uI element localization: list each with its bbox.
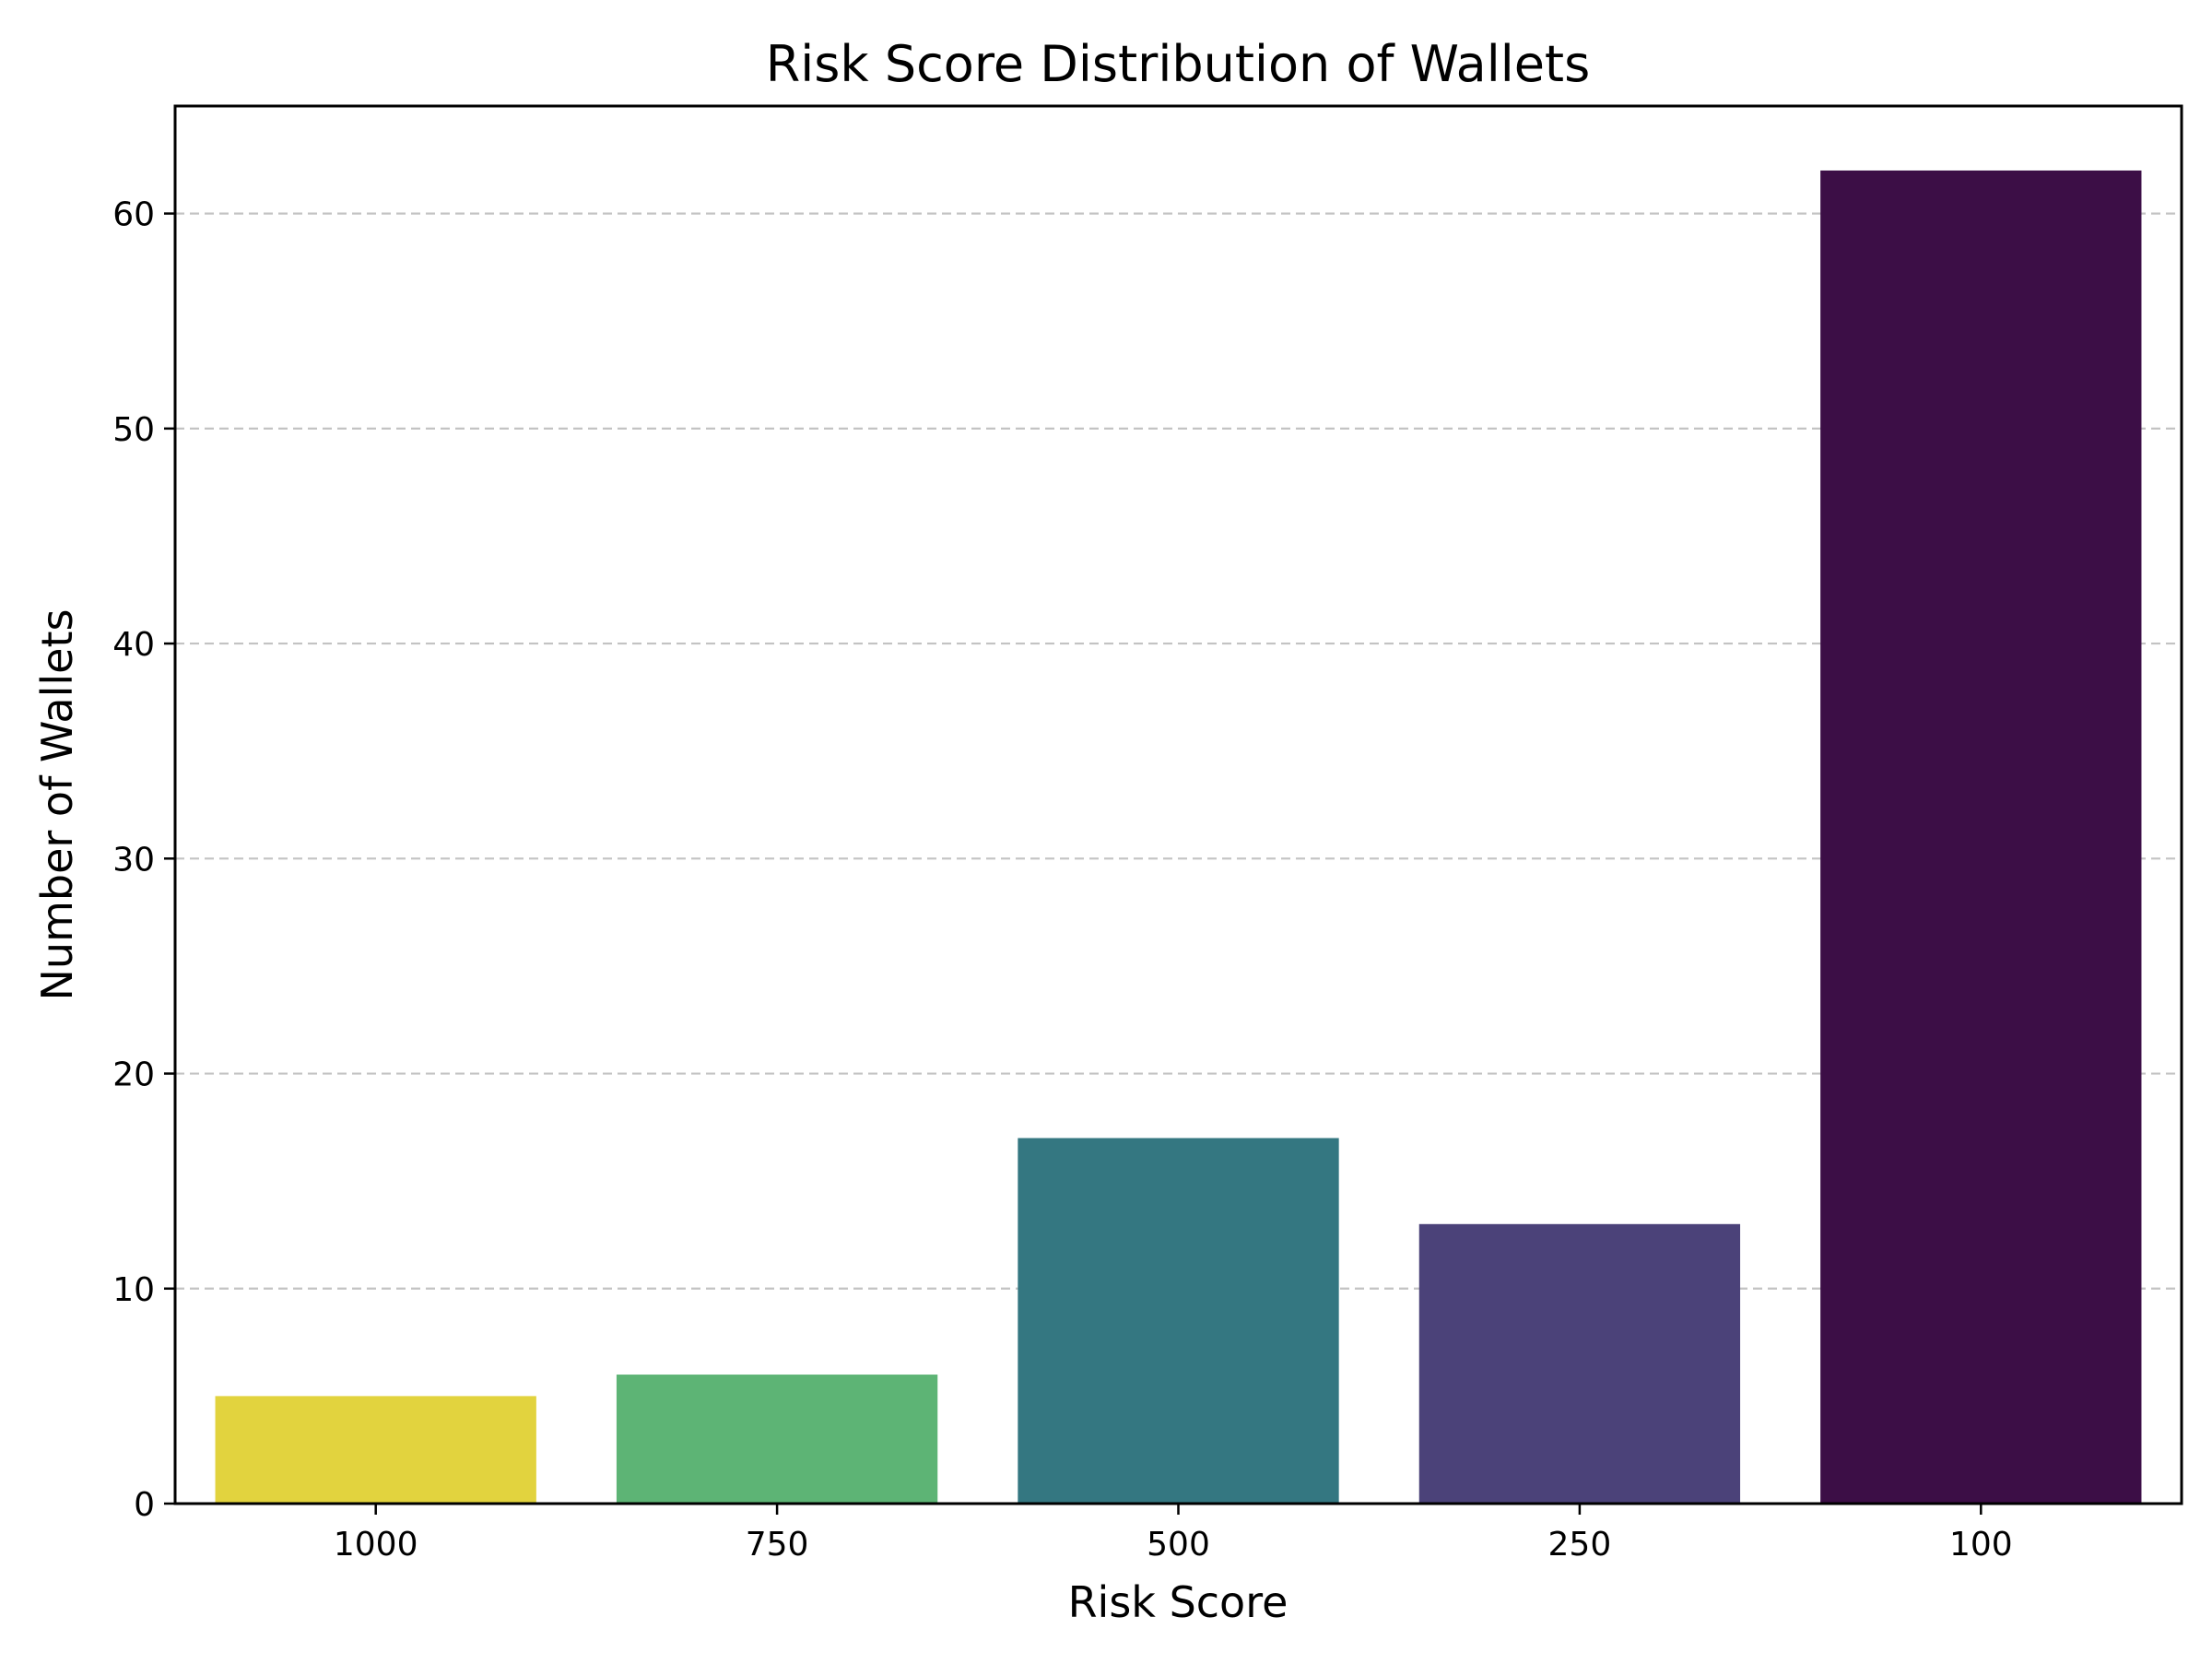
y-tick-label: 50 <box>112 411 155 449</box>
y-tick-label: 0 <box>134 1486 155 1524</box>
bar-100 <box>1820 170 2142 1504</box>
bar-1000 <box>215 1396 536 1504</box>
x-tick-label: 750 <box>746 1526 809 1564</box>
x-tick-label: 1000 <box>334 1526 418 1564</box>
x-tick-label: 250 <box>1548 1526 1612 1564</box>
y-tick-label: 10 <box>112 1271 155 1309</box>
y-tick-label: 40 <box>112 626 155 664</box>
x-axis-label: Risk Score <box>1068 1577 1288 1627</box>
x-tick-label: 100 <box>1949 1526 2013 1564</box>
y-axis-ticks: 0 10 20 30 40 50 60 <box>112 196 175 1524</box>
x-axis-ticks: 1000 750 500 250 100 <box>334 1504 2013 1564</box>
y-tick-label: 60 <box>112 196 155 234</box>
y-axis-label: Number of Wallets <box>32 609 82 1001</box>
y-tick-label: 20 <box>112 1056 155 1094</box>
y-tick-label: 30 <box>112 841 155 879</box>
bar-750 <box>616 1375 938 1504</box>
bar-layer <box>215 170 2142 1504</box>
bar-500 <box>1018 1138 1339 1504</box>
chart-title: Risk Score Distribution of Wallets <box>766 35 1590 93</box>
x-tick-label: 500 <box>1147 1526 1210 1564</box>
bar-250 <box>1418 1223 1741 1504</box>
